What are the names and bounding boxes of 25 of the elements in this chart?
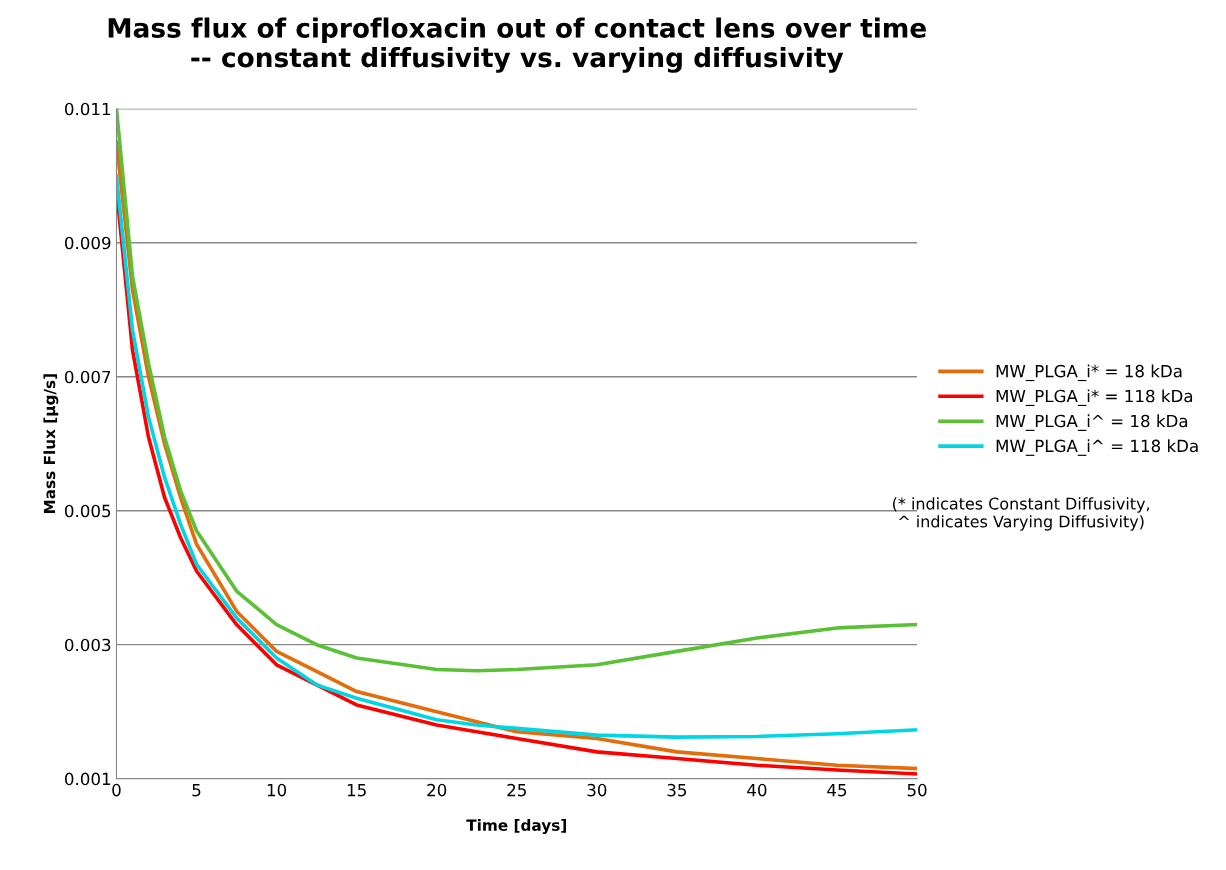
x-tick-label: 40 bbox=[747, 783, 767, 797]
x-tick-label: 0 bbox=[112, 783, 121, 797]
x-axis-title: Time [days] bbox=[466, 819, 566, 834]
x-tick-label: 20 bbox=[427, 783, 447, 797]
legend-label: MW_PLGA_i^ = 18 kDa bbox=[996, 414, 1188, 431]
x-tick-label: 5 bbox=[192, 784, 201, 797]
y-tick-label: 0.001 bbox=[64, 772, 111, 786]
x-tick-label: 15 bbox=[347, 784, 366, 797]
x-tick-label: 30 bbox=[587, 783, 607, 797]
x-tick-label: 45 bbox=[827, 784, 847, 797]
x-tick-label: 35 bbox=[667, 783, 687, 797]
x-tick-label: 10 bbox=[267, 783, 287, 797]
legend-label: MW_PLGA_i* = 118 kDa bbox=[996, 389, 1193, 407]
legend-label: MW_PLGA_i^ = 118 kDa bbox=[996, 439, 1198, 456]
chart-title: Mass flux of ciprofloxacin out of contact lens over time -- constant diffusivity vs. varying diffusivity bbox=[108, 17, 926, 73]
y-tick-label: 0.005 bbox=[64, 504, 111, 518]
y-tick-label: 0.009 bbox=[64, 236, 111, 250]
y-tick-label: 0.007 bbox=[64, 370, 111, 384]
y-tick-label: 0.003 bbox=[64, 638, 111, 652]
legend-label: MW_PLGA_i* = 18 kDa bbox=[996, 364, 1182, 382]
y-tick-label: 0.011 bbox=[64, 102, 111, 116]
x-tick-label: 25 bbox=[507, 783, 526, 797]
x-tick-label: 50 bbox=[907, 783, 927, 797]
y-axis-title: Mass Flux [µg/s] bbox=[43, 374, 59, 514]
annotation: (* indicates Constant Diffusivity, ^ indicates Varying Diffusivity) bbox=[893, 497, 1150, 531]
